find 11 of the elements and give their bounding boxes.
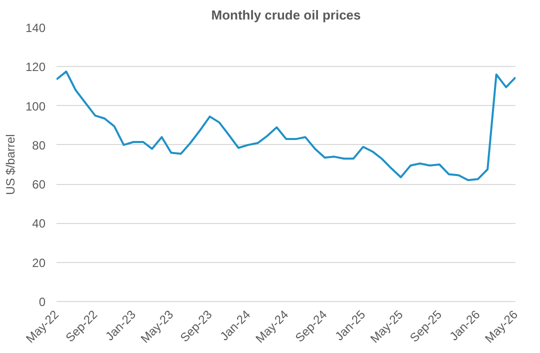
y-axis-title: US $/barrel [3,134,18,195]
y-tick-label: 120 [25,60,46,74]
y-tick-label: 0 [38,295,46,309]
y-tick-label: 80 [32,138,46,152]
y-tick-label: 140 [25,21,46,35]
y-tick-label: 100 [25,99,46,114]
line-series [56,70,516,182]
y-tick-label: 60 [32,178,46,192]
y-tick-label: 40 [32,216,46,231]
y-tick-label: 20 [32,256,46,270]
chart-title: Monthly crude oil prices [211,8,361,22]
